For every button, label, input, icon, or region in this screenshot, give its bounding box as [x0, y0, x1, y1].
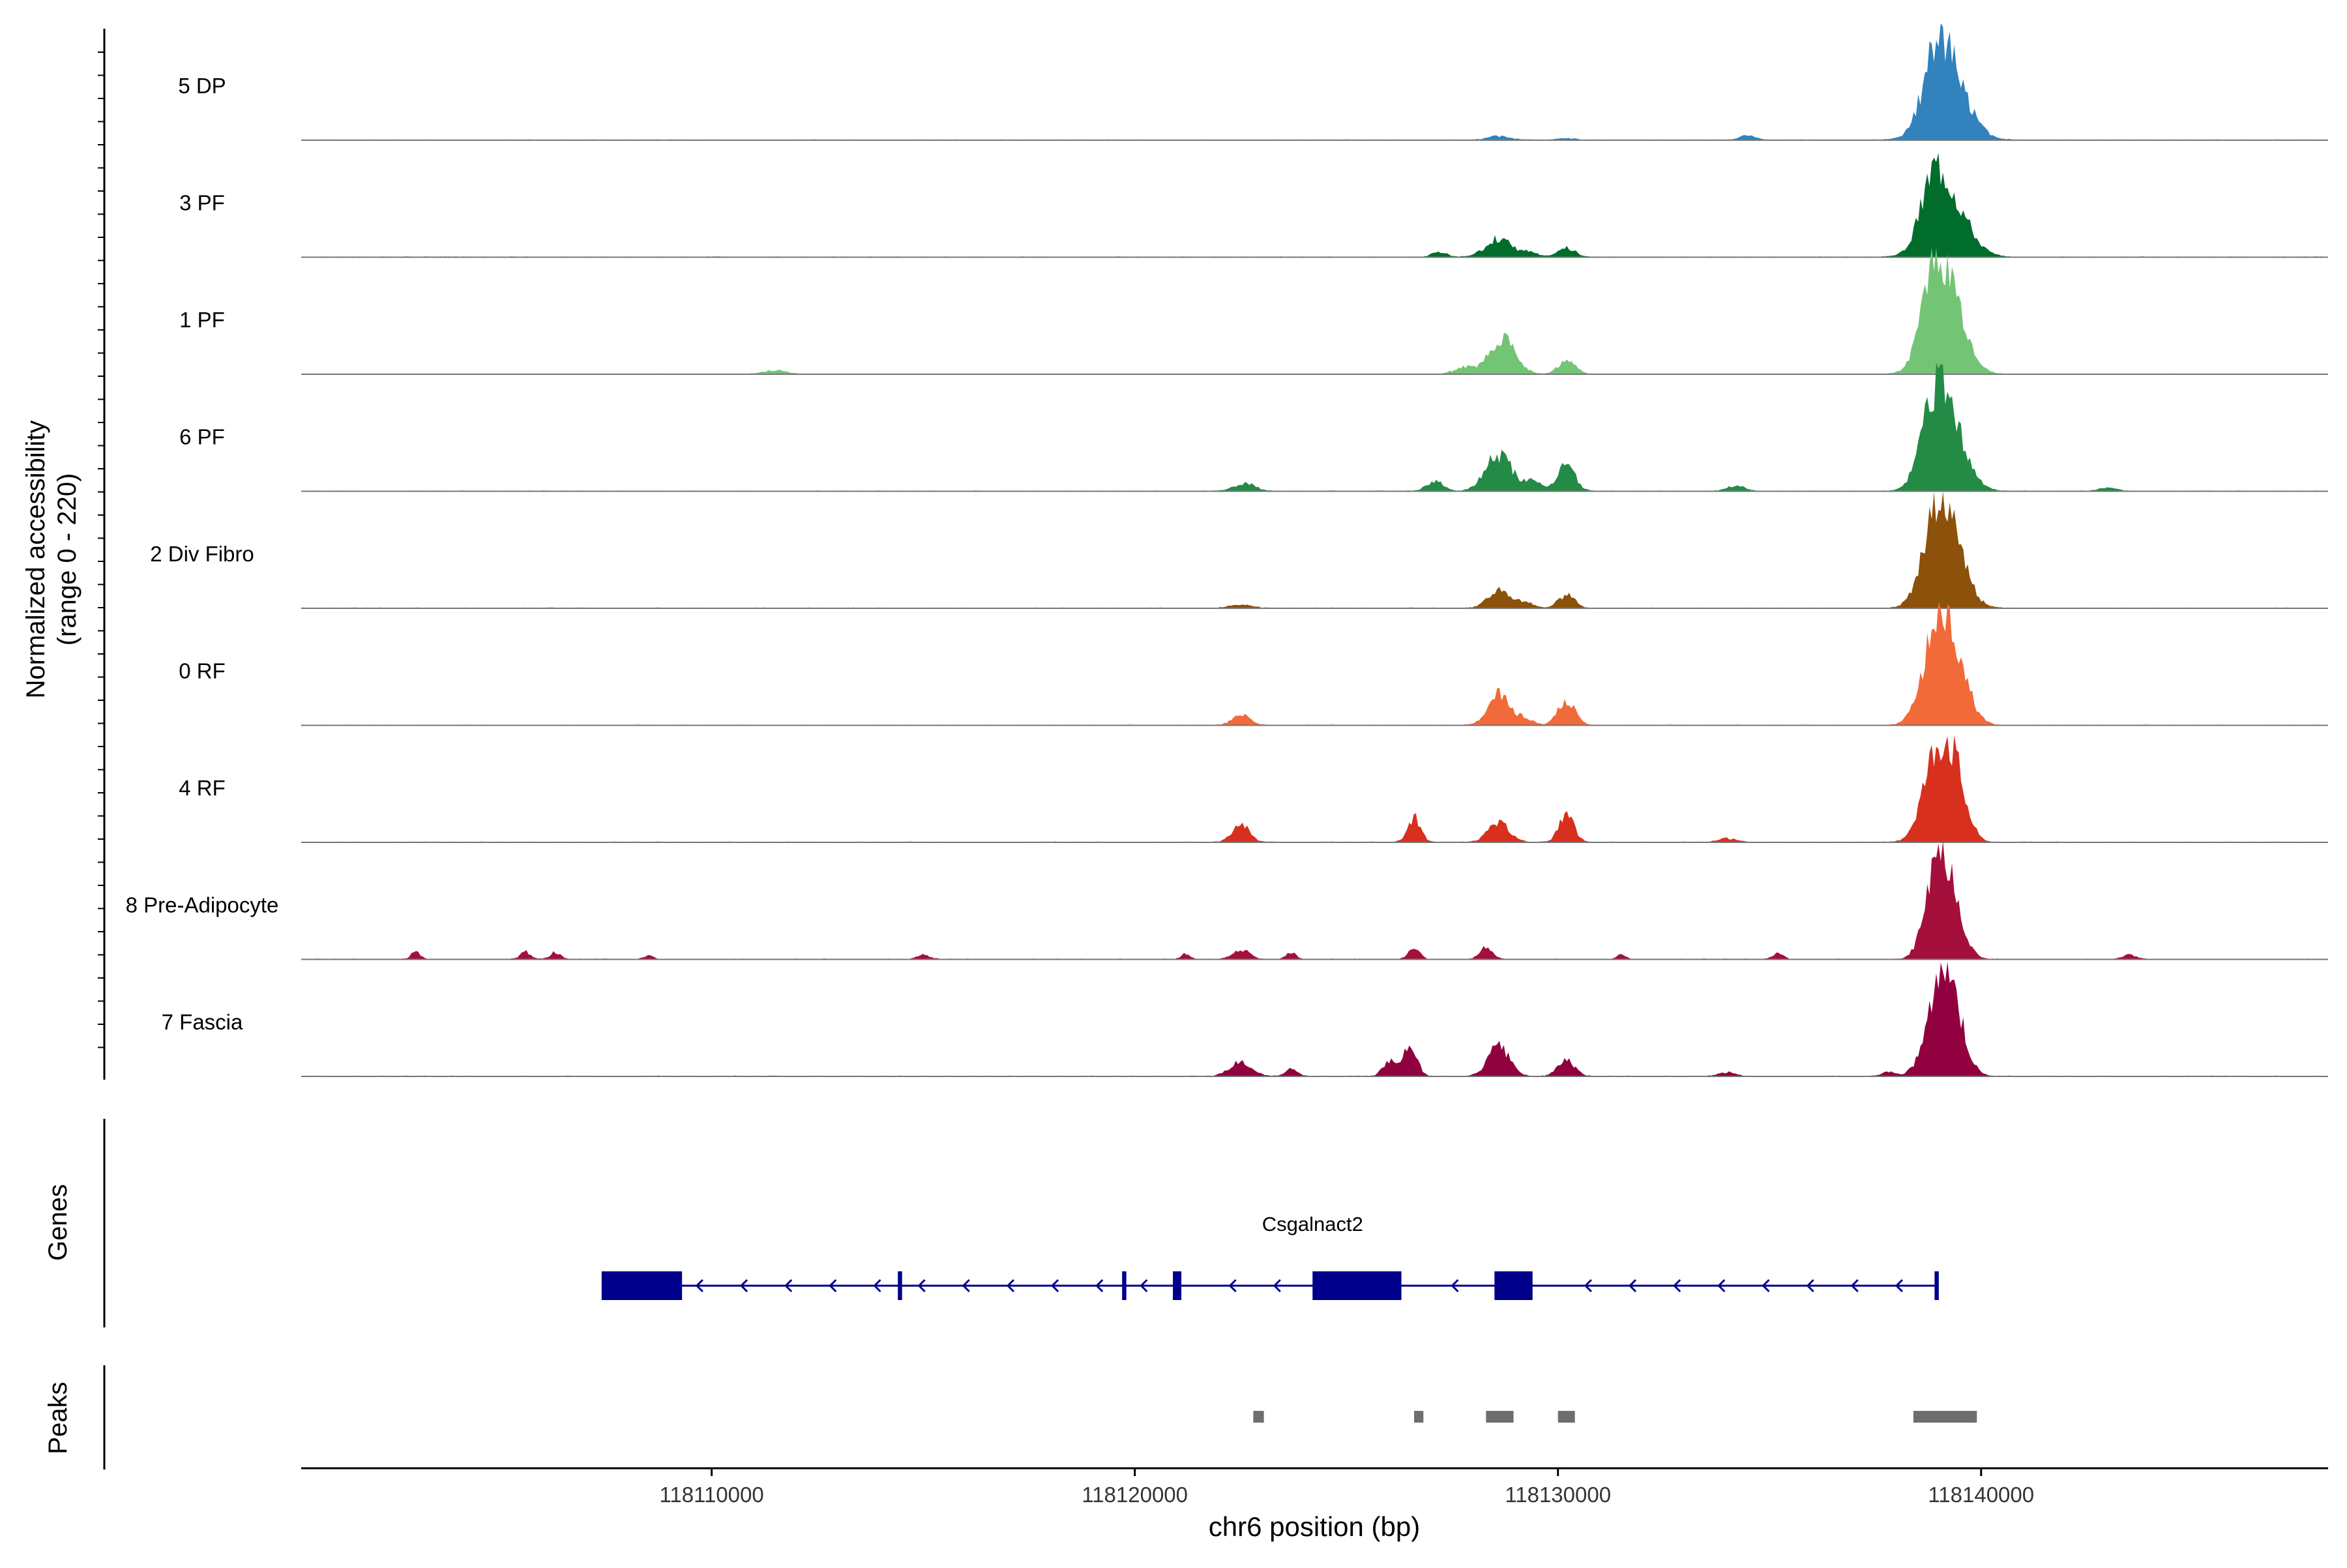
strand-arrow — [1273, 1279, 1281, 1293]
peak-panel-label: Peaks — [44, 1382, 72, 1454]
y-axis-label-line1: Normalized accessibility — [22, 421, 50, 699]
gene-exon — [1934, 1271, 1939, 1300]
strand-arrow — [1762, 1279, 1770, 1293]
strand-arrow — [962, 1279, 970, 1293]
strand-arrow — [1850, 1279, 1859, 1293]
peak-region — [1486, 1411, 1514, 1423]
strand-arrow — [784, 1279, 793, 1293]
strand-arrow — [1095, 1279, 1104, 1293]
strand-arrow — [1673, 1279, 1681, 1293]
y-axis-label-line2: (range 0 - 220) — [53, 473, 81, 646]
x-tick-label: 118140000 — [1928, 1483, 2034, 1507]
coverage-area — [301, 247, 2328, 374]
strand-arrow — [1451, 1279, 1459, 1293]
gene-exon — [898, 1271, 902, 1300]
coverage-area — [301, 602, 2328, 726]
track-label: 6 PF — [179, 425, 225, 449]
coverage-track-6: 4 RF — [179, 735, 2328, 843]
strand-arrow — [1895, 1279, 1904, 1293]
gene-panel: Csgalnact2 — [103, 1119, 1939, 1327]
gene-name: Csgalnact2 — [1262, 1213, 1363, 1235]
coverage-track-1: 3 PF — [179, 153, 2328, 258]
coverage-tracks: 5 DP 3 PF 1 PF 6 PF 2 Div Fibro 0 RF 4 RF 8 Pre… — [126, 23, 2328, 1077]
x-tick-label: 118120000 — [1082, 1483, 1188, 1507]
x-axis: 118110000 118120000 118130000 118140000 — [301, 1467, 2328, 1507]
peak-region — [1253, 1411, 1264, 1423]
x-tick-label: 118130000 — [1505, 1483, 1611, 1507]
peak-region — [1913, 1411, 1977, 1423]
coverage-area — [301, 362, 2328, 492]
coverage-track-5: 0 RF — [179, 602, 2328, 726]
coverage-area — [301, 23, 2328, 141]
track-label: 4 RF — [179, 776, 226, 800]
track-label: 5 DP — [178, 74, 226, 98]
track-label: 8 Pre-Adipocyte — [126, 893, 279, 917]
gene-exon — [1122, 1271, 1127, 1300]
x-tick-label: 118110000 — [659, 1483, 763, 1507]
track-label: 0 RF — [179, 659, 226, 683]
y-axis — [98, 29, 106, 1080]
gene-exon — [1494, 1271, 1533, 1300]
strand-arrow — [695, 1279, 703, 1293]
coverage-track-7: 8 Pre-Adipocyte — [126, 840, 2328, 960]
x-axis-label: chr6 position (bp) — [1209, 1511, 1421, 1542]
track-label: 1 PF — [179, 308, 225, 332]
gene-exon — [601, 1271, 683, 1300]
gene-panel-label: Genes — [44, 1184, 72, 1261]
strand-arrow — [1628, 1279, 1637, 1293]
peak-region — [1414, 1411, 1424, 1423]
track-label: 3 PF — [179, 191, 225, 215]
track-label: 2 Div Fibro — [150, 542, 254, 566]
strand-arrow — [1050, 1279, 1059, 1293]
strand-arrow — [1584, 1279, 1592, 1293]
gene-exon — [1173, 1271, 1182, 1300]
coverage-area — [301, 735, 2328, 842]
strand-arrow — [873, 1279, 881, 1293]
track-label: 7 Fascia — [162, 1010, 243, 1034]
coverage-area — [301, 840, 2328, 960]
strand-arrow — [1806, 1279, 1814, 1293]
strand-arrow — [1228, 1279, 1237, 1293]
strand-arrow — [829, 1279, 837, 1293]
strand-arrow — [739, 1279, 748, 1293]
coverage-track-3: 6 PF — [179, 362, 2328, 492]
strand-arrow — [1717, 1279, 1726, 1293]
coverage-track-0: 5 DP — [178, 23, 2328, 141]
coverage-track-8: 7 Fascia — [162, 962, 2328, 1077]
coverage-area — [301, 962, 2328, 1076]
coverage-area — [301, 492, 2328, 608]
strand-arrow — [917, 1279, 926, 1293]
strand-arrow — [1006, 1279, 1014, 1293]
peak-panel — [103, 1365, 1977, 1470]
gene-exon — [1312, 1271, 1402, 1300]
strand-arrow — [1140, 1279, 1148, 1293]
coverage-track-2: 1 PF — [179, 247, 2328, 375]
coverage-track-4: 2 Div Fibro — [150, 492, 2328, 609]
peak-region — [1557, 1411, 1575, 1423]
coverage-area — [301, 153, 2328, 258]
